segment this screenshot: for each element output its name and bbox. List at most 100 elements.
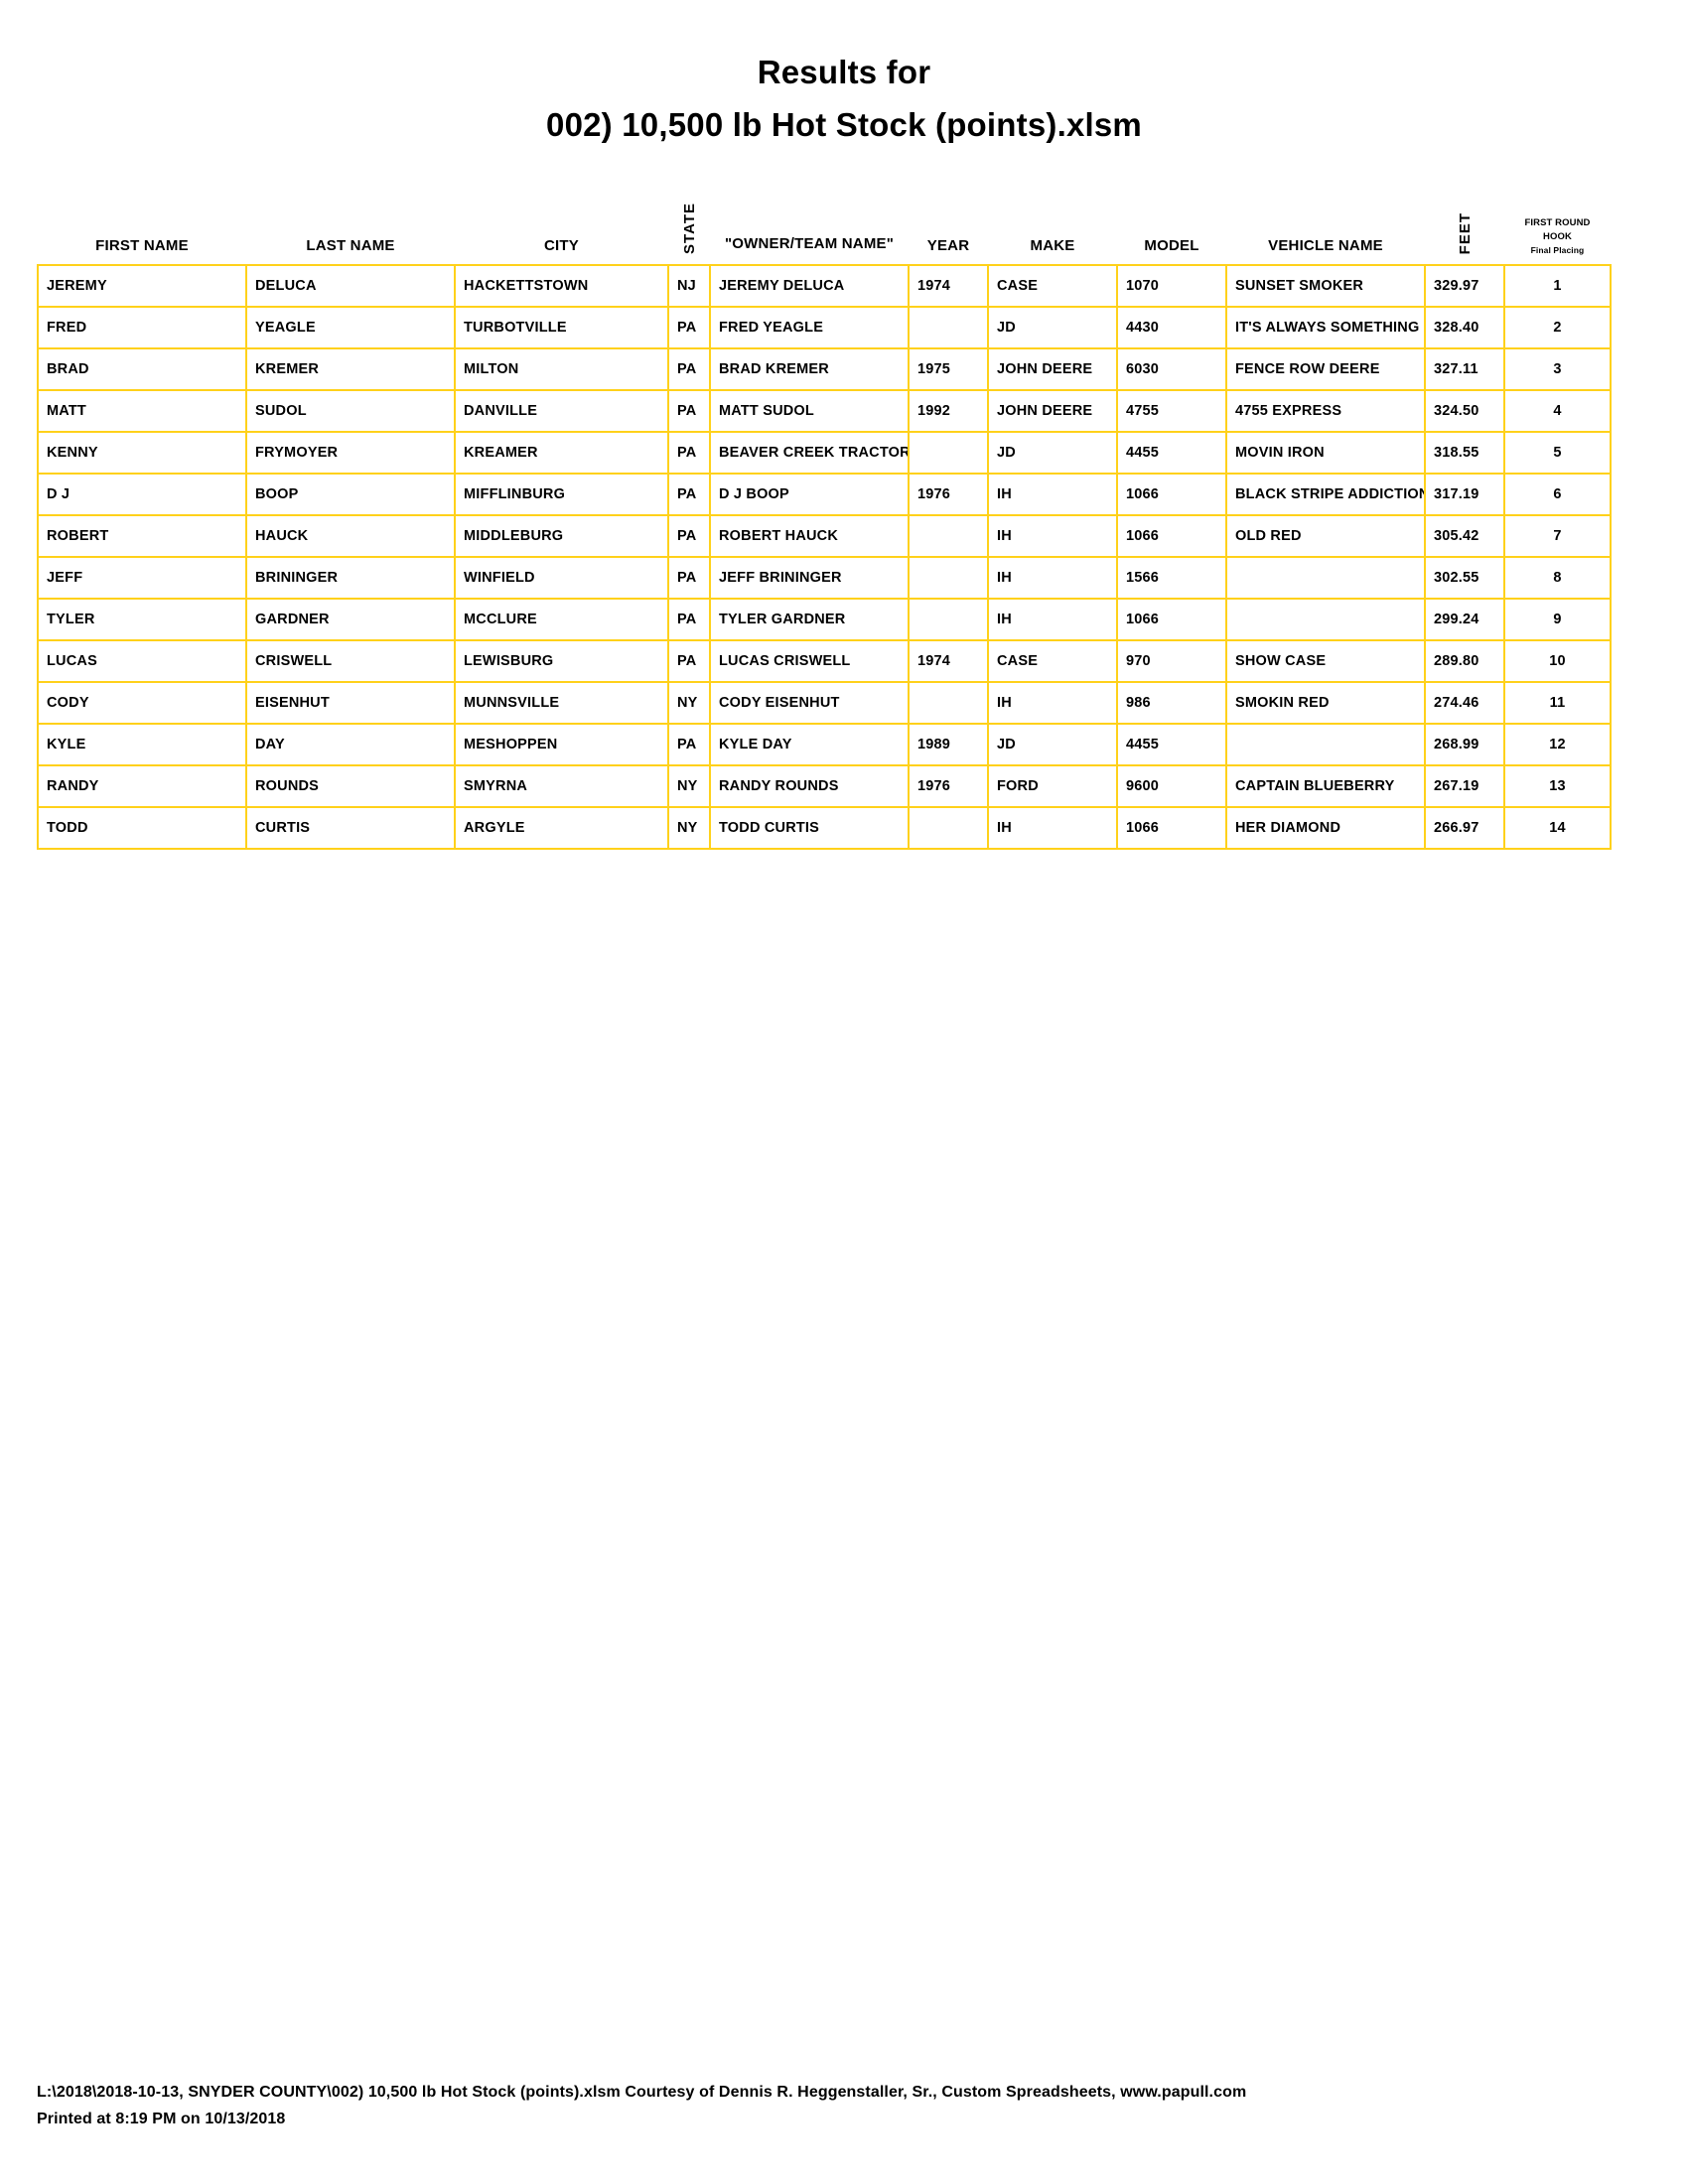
cell-year <box>908 598 989 641</box>
cell-city: MILTON <box>454 347 669 391</box>
cell-vehicle-name: MOVIN IRON <box>1225 431 1426 475</box>
cell-feet: 299.24 <box>1424 598 1505 641</box>
table-body: JEREMY DELUCA HACKETTSTOWN NJ JEREMY DELUCA 1… <box>37 264 1612 850</box>
column-header-state-label: STATE <box>680 203 698 254</box>
cell-model: 1066 <box>1116 598 1227 641</box>
cell-first-name: TYLER <box>37 598 247 641</box>
cell-state: PA <box>667 431 711 475</box>
cell-city: LEWISBURG <box>454 639 669 683</box>
cell-model: 1066 <box>1116 806 1227 850</box>
cell-last-name: DAY <box>245 723 456 766</box>
cell-city: MESHOPPEN <box>454 723 669 766</box>
cell-final-placing: 13 <box>1503 764 1612 808</box>
cell-city: MUNNSVILLE <box>454 681 669 725</box>
cell-feet: 268.99 <box>1424 723 1505 766</box>
cell-owner-team-name: MATT SUDOL <box>709 389 910 433</box>
cell-feet: 266.97 <box>1424 806 1505 850</box>
table-row: BRAD KREMER MILTON PA BRAD KREMER 1975 JOHN DE… <box>37 347 1612 391</box>
cell-final-placing: 3 <box>1503 347 1612 391</box>
cell-first-name: JEFF <box>37 556 247 600</box>
cell-first-name: RANDY <box>37 764 247 808</box>
table-row: D J BOOP MIFFLINBURG PA D J BOOP 1976 IH 1066 BL… <box>37 473 1612 516</box>
cell-feet: 328.40 <box>1424 306 1505 349</box>
table-row: CODY EISENHUT MUNNSVILLE NY CODY EISENHUT IH 9… <box>37 681 1612 725</box>
placing-header-line-1: FIRST ROUND <box>1524 217 1591 229</box>
cell-last-name: DELUCA <box>245 264 456 308</box>
title-line-1: Results for <box>757 54 931 90</box>
cell-state: PA <box>667 556 711 600</box>
cell-year: 1976 <box>908 764 989 808</box>
cell-owner-team-name: TYLER GARDNER <box>709 598 910 641</box>
cell-model: 4430 <box>1116 306 1227 349</box>
cell-last-name: CRISWELL <box>245 639 456 683</box>
cell-feet: 324.50 <box>1424 389 1505 433</box>
cell-vehicle-name: BLACK STRIPE ADDICTION <box>1225 473 1426 516</box>
column-header-model: MODEL <box>1144 237 1199 254</box>
table-row: KENNY FRYMOYER KREAMER PA BEAVER CREEK TRACT… <box>37 431 1612 475</box>
cell-vehicle-name: HER DIAMOND <box>1225 806 1426 850</box>
cell-make: JOHN DEERE <box>987 389 1118 433</box>
column-header-first-name: FIRST NAME <box>95 237 189 254</box>
cell-last-name: BRININGER <box>245 556 456 600</box>
cell-last-name: EISENHUT <box>245 681 456 725</box>
cell-make: JD <box>987 723 1118 766</box>
page-title: Results for 002) 10,500 lb Hot Stock (po… <box>0 0 1688 146</box>
results-table: FIRST NAME LAST NAME CITY STATE "OWNER/T… <box>37 185 1612 850</box>
cell-vehicle-name: SMOKIN RED <box>1225 681 1426 725</box>
cell-owner-team-name: FRED YEAGLE <box>709 306 910 349</box>
cell-make: IH <box>987 598 1118 641</box>
cell-last-name: BOOP <box>245 473 456 516</box>
cell-year: 1975 <box>908 347 989 391</box>
cell-make: JOHN DEERE <box>987 347 1118 391</box>
cell-state: NY <box>667 806 711 850</box>
column-header-city: CITY <box>544 237 579 254</box>
column-header-last-name: LAST NAME <box>306 237 395 254</box>
cell-feet: 317.19 <box>1424 473 1505 516</box>
cell-last-name: SUDOL <box>245 389 456 433</box>
cell-last-name: KREMER <box>245 347 456 391</box>
cell-owner-team-name: BEAVER CREEK TRACTOR <box>709 431 910 475</box>
cell-final-placing: 2 <box>1503 306 1612 349</box>
footer-printed-line: Printed at 8:19 PM on 10/13/2018 <box>37 2110 286 2127</box>
cell-feet: 274.46 <box>1424 681 1505 725</box>
cell-year <box>908 431 989 475</box>
cell-first-name: FRED <box>37 306 247 349</box>
cell-city: KREAMER <box>454 431 669 475</box>
cell-owner-team-name: JEFF BRININGER <box>709 556 910 600</box>
placing-header-line-3: Final Placing <box>1530 244 1585 255</box>
cell-make: IH <box>987 556 1118 600</box>
cell-vehicle-name: OLD RED <box>1225 514 1426 558</box>
cell-year <box>908 806 989 850</box>
table-header: FIRST NAME LAST NAME CITY STATE "OWNER/T… <box>38 185 1611 265</box>
table-row: JEFF BRININGER WINFIELD PA JEFF BRININGER IH 1… <box>37 556 1612 600</box>
column-header-vehicle-name: VEHICLE NAME <box>1268 237 1383 254</box>
cell-vehicle-name <box>1225 598 1426 641</box>
cell-model: 986 <box>1116 681 1227 725</box>
table-row: KYLE DAY MESHOPPEN PA KYLE DAY 1989 JD 4455 268.… <box>37 723 1612 766</box>
cell-final-placing: 11 <box>1503 681 1612 725</box>
cell-make: CASE <box>987 639 1118 683</box>
cell-owner-team-name: RANDY ROUNDS <box>709 764 910 808</box>
cell-final-placing: 8 <box>1503 556 1612 600</box>
cell-vehicle-name <box>1225 556 1426 600</box>
cell-model: 970 <box>1116 639 1227 683</box>
cell-model: 4455 <box>1116 723 1227 766</box>
table-row: JEREMY DELUCA HACKETTSTOWN NJ JEREMY DELUCA 1… <box>37 264 1612 308</box>
column-header-state: STATE <box>668 185 710 265</box>
cell-state: PA <box>667 723 711 766</box>
cell-final-placing: 14 <box>1503 806 1612 850</box>
cell-first-name: LUCAS <box>37 639 247 683</box>
cell-last-name: FRYMOYER <box>245 431 456 475</box>
cell-city: MCCLURE <box>454 598 669 641</box>
column-header-make: MAKE <box>1030 237 1075 254</box>
footer-source-line: L:\2018\2018-10-13, SNYDER COUNTY\002) 1… <box>37 2084 1247 2102</box>
column-header-feet-label: FEET <box>1456 211 1474 254</box>
cell-first-name: JEREMY <box>37 264 247 308</box>
cell-make: CASE <box>987 264 1118 308</box>
cell-vehicle-name: IT'S ALWAYS SOMETHING <box>1225 306 1426 349</box>
page-footer: L:\2018\2018-10-13, SNYDER COUNTY\002) 1… <box>37 2080 1625 2132</box>
cell-vehicle-name: FENCE ROW DEERE <box>1225 347 1426 391</box>
cell-year: 1974 <box>908 264 989 308</box>
column-header-feet: FEET <box>1425 185 1504 265</box>
